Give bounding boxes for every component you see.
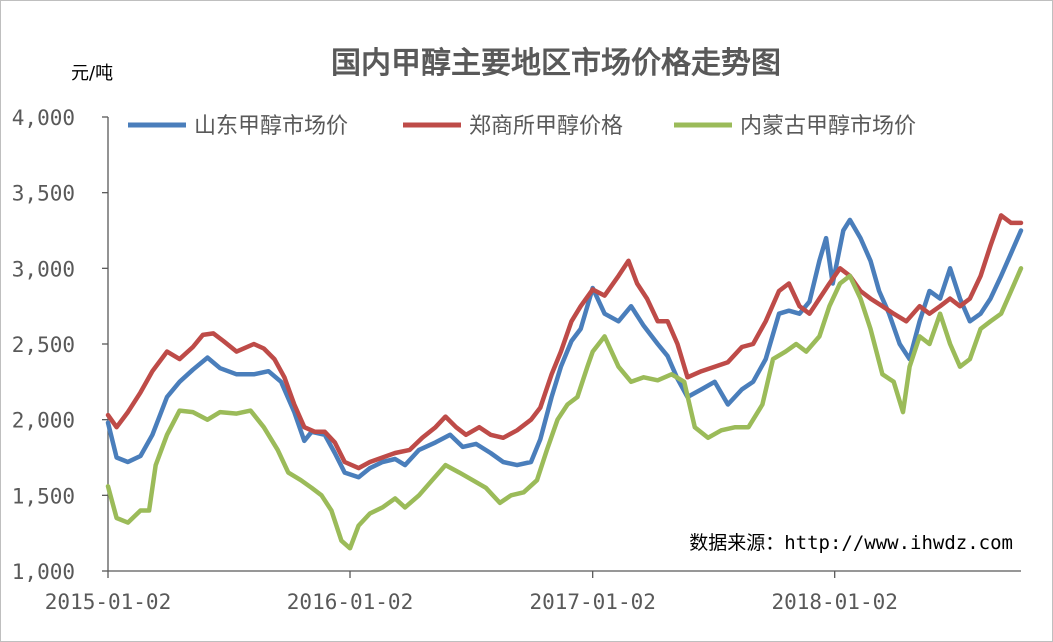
legend-label-3: 内蒙古甲醇市场价 [740,114,916,139]
legend-label-2: 郑商所甲醇价格 [469,114,623,139]
series-line-3 [105,266,1024,551]
y-tick-label: 3,000 [12,257,75,281]
y-tick-label: 3,500 [12,182,75,206]
plot-area [105,213,1024,551]
y-tick-label: 1,500 [12,484,75,508]
y-axis-unit-label: 元/吨 [71,63,113,84]
chart-title: 国内甲醇主要地区市场价格走势图 [331,46,781,81]
y-tick-label: 1,000 [12,560,75,584]
y-tick-label: 4,000 [12,106,75,130]
x-tick-label: 2018-01-02 [771,590,897,614]
x-axis: 2015-01-02 2016-01-02 2017-01-02 2018-01-02 [45,570,1021,614]
series-line-2 [105,213,1024,471]
legend: 山东甲醇市场价 郑商所甲醇价格 内蒙古甲醇市场价 [128,114,916,139]
source-note: 数据来源：http://www.ihwdz.com [689,532,1013,554]
x-tick-label: 2016-01-02 [287,590,413,614]
y-tick-label: 2,500 [12,333,75,357]
y-tick-label: 2,000 [12,409,75,433]
legend-label-1: 山东甲醇市场价 [194,114,348,139]
x-tick-label: 2017-01-02 [529,590,655,614]
x-tick-label: 2015-01-02 [45,590,171,614]
y-axis: 1,000 1,500 2,000 2,500 3,000 3,500 4,000 [12,106,109,584]
